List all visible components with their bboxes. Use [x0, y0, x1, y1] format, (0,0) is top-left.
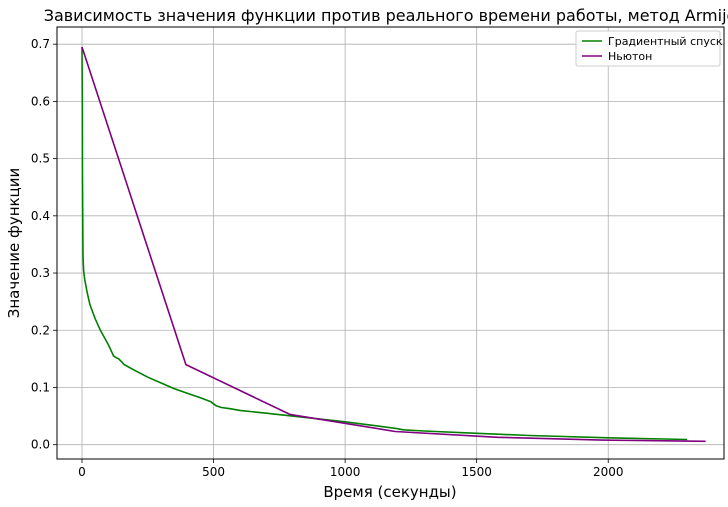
- series-line-2: [81, 46, 706, 443]
- x-tick-label: 500: [202, 465, 225, 479]
- grid: [57, 27, 724, 459]
- plot-frame: [56, 26, 725, 460]
- x-tick-label: 0: [78, 465, 86, 479]
- y-tick-label: 0.5: [31, 152, 50, 166]
- x-tick-label: 2000: [593, 465, 624, 479]
- y-tick-label: 0.3: [31, 266, 50, 280]
- series-group: [81, 46, 706, 443]
- legend-label: Ньютон: [608, 50, 652, 63]
- y-tick-label: 0.7: [31, 37, 50, 51]
- y-tick-label: 0.1: [31, 380, 50, 394]
- legend-box: [575, 30, 721, 67]
- chart-title: Зависимость значения функции против реал…: [44, 6, 728, 25]
- x-tick-label: 1000: [330, 465, 361, 479]
- y-tick-label: 0.6: [31, 94, 50, 108]
- legend-label: Градиентный спуск: [608, 35, 723, 48]
- y-tick-label: 0.2: [31, 323, 50, 337]
- x-axis-label: Время (секунды): [323, 483, 456, 501]
- legend: Градиентный спуск Ньютон: [575, 30, 723, 67]
- series-line-1: [81, 46, 688, 441]
- y-tick-label: 0.0: [31, 438, 50, 452]
- y-axis-label: Значение функции: [5, 168, 23, 319]
- y-tick-label: 0.4: [31, 209, 50, 223]
- ticks: 0 500 1000 1500 2000 0.0 0.1 0.2 0.3 0.4 0.5 0.6 0.7: [31, 37, 624, 479]
- x-tick-label: 1500: [461, 465, 492, 479]
